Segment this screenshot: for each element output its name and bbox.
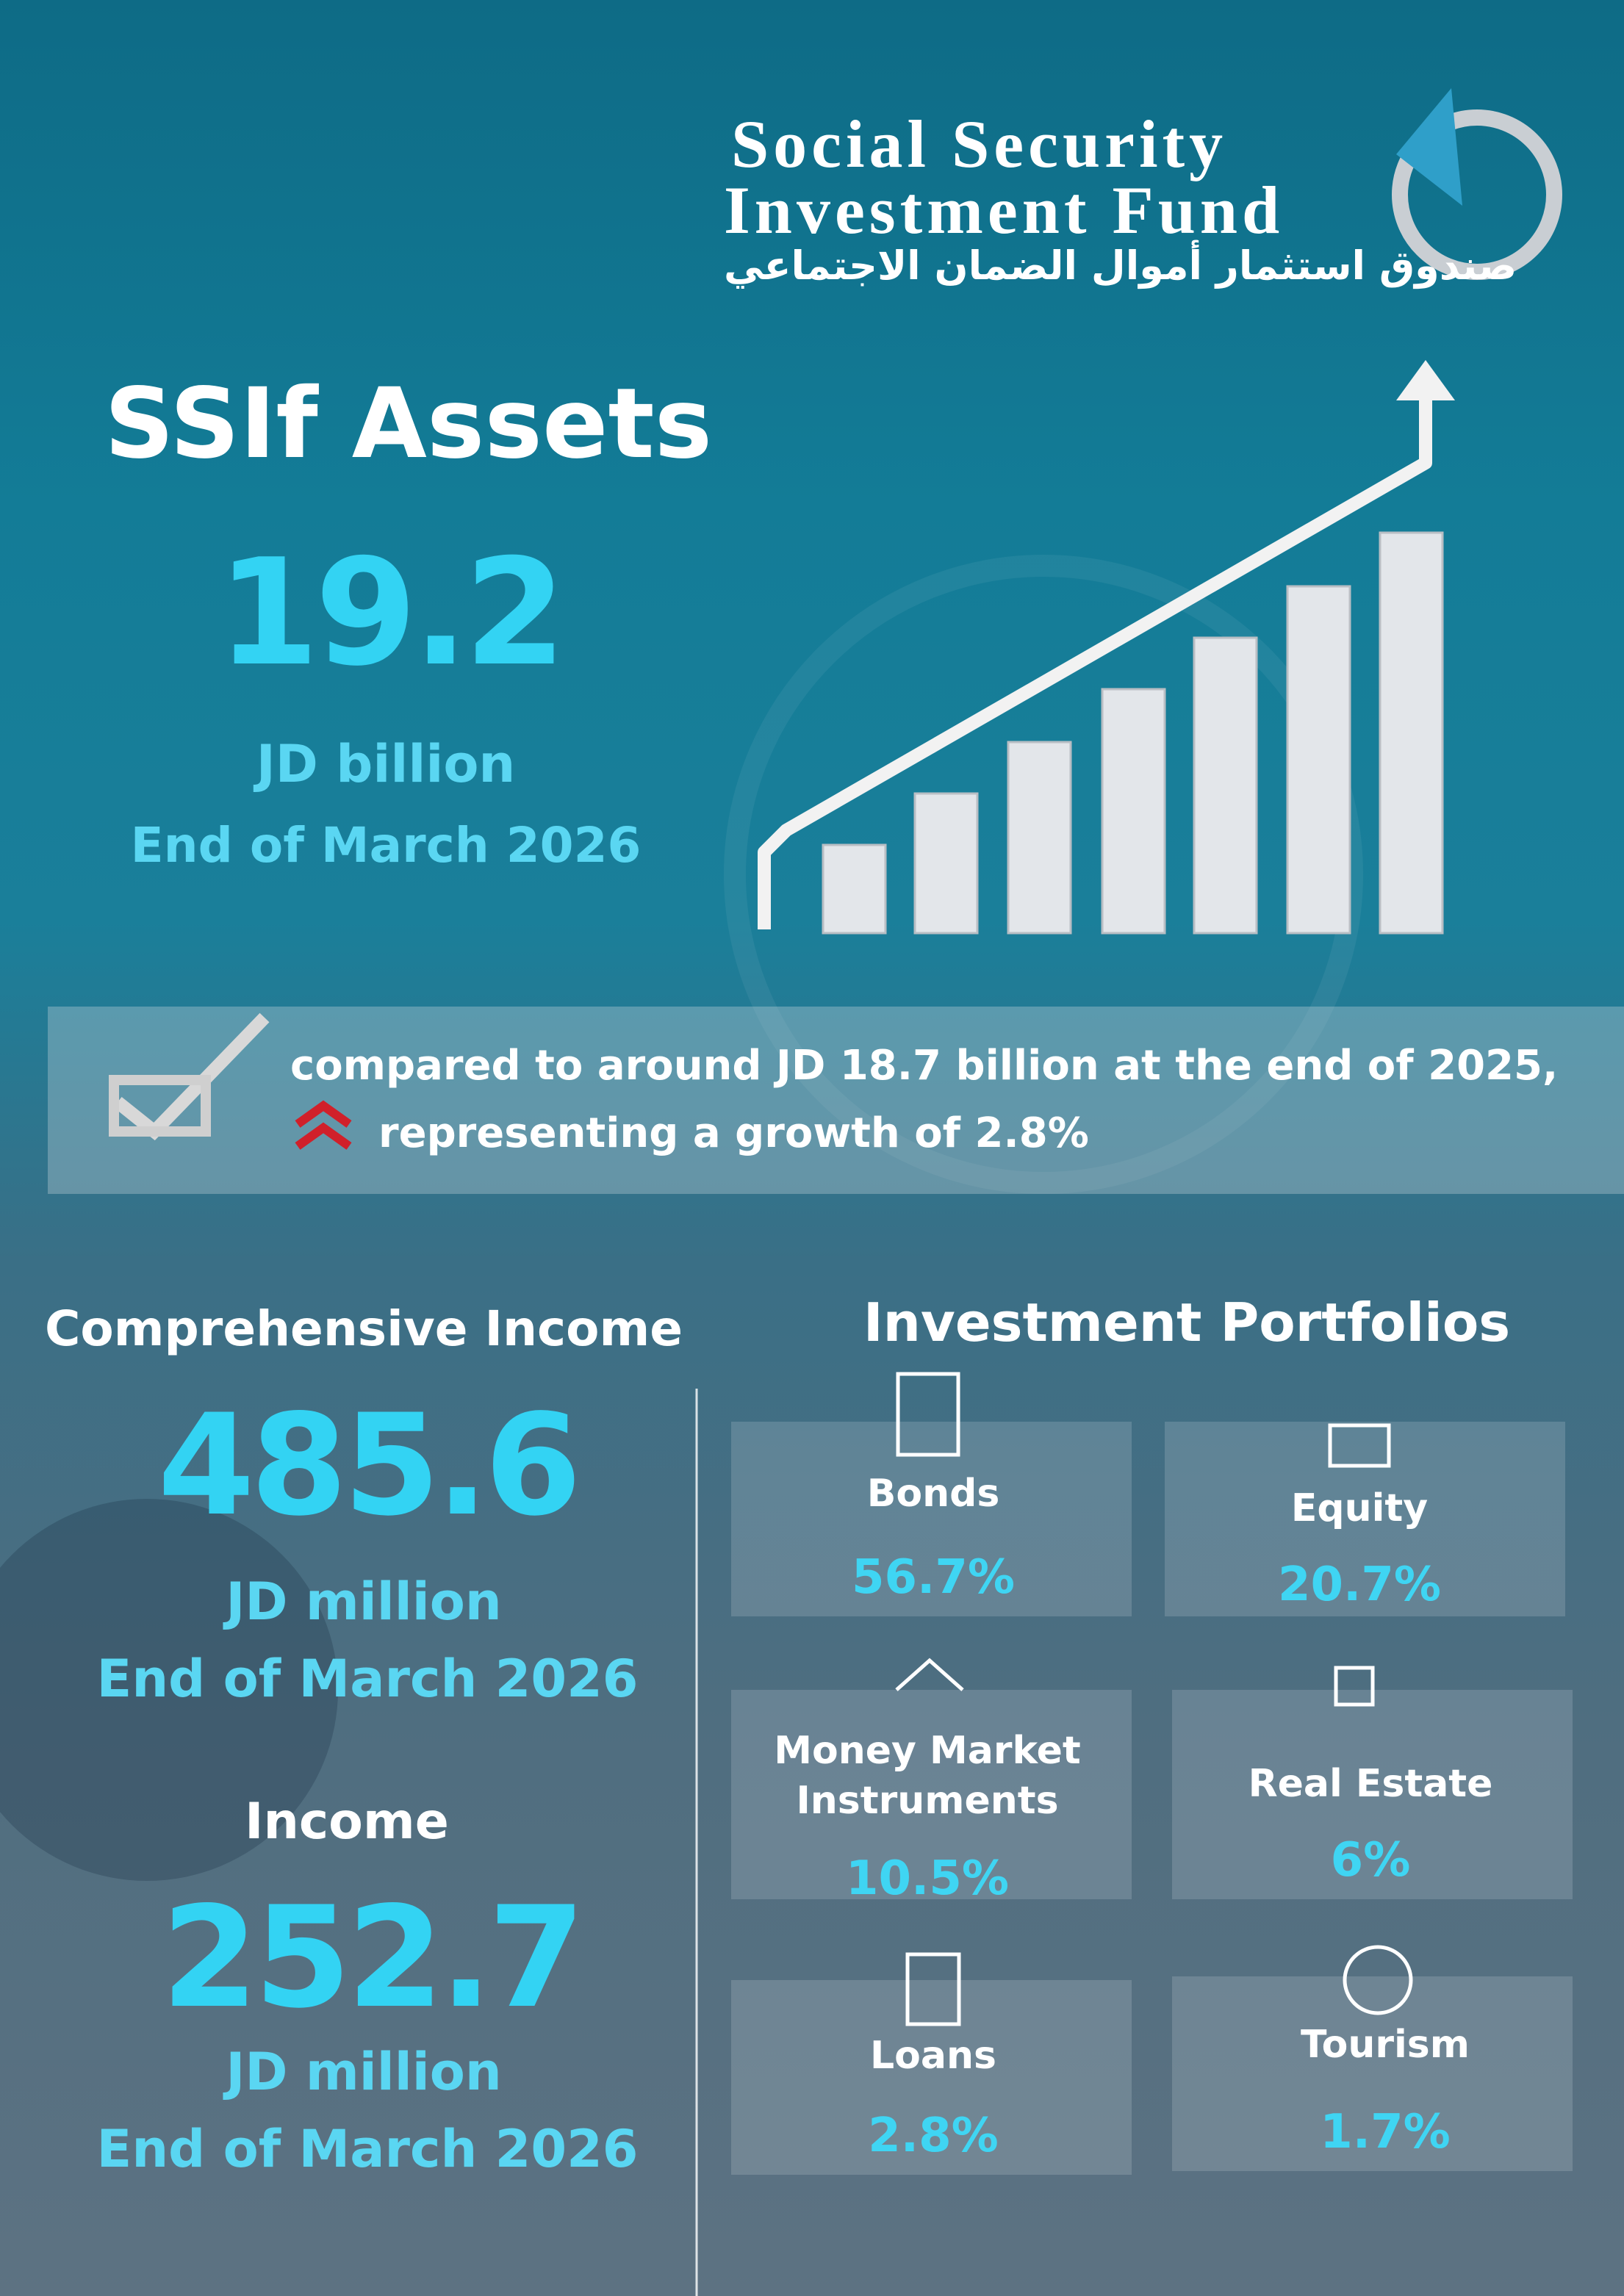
income-title: Income (245, 1793, 449, 1851)
logo-title: Social Security (731, 107, 1228, 181)
income-unit: JD million (226, 2042, 502, 2102)
income-value: 252.7 (161, 1876, 586, 2039)
portfolio-value: 2.8% (868, 2109, 999, 2163)
portfolio-label: Bonds (866, 1472, 1000, 1516)
comprehensive-income-period: End of March 2026 (96, 1649, 639, 1709)
portfolio-value: 6% (1330, 1833, 1411, 1887)
portfolio-label: Money Market Instruments (774, 1729, 1081, 1823)
portfolio-label: Tourism (1301, 2023, 1470, 2067)
portfolio-value: 20.7% (1277, 1558, 1442, 1612)
portfolio-label: Equity (1290, 1486, 1429, 1530)
income-period: End of March 2026 (96, 2119, 639, 2179)
assets-title: SSIf Assets (104, 367, 713, 481)
assets-period: End of March 2026 (130, 817, 642, 874)
portfolios-title: Investment Portfolios (863, 1292, 1511, 1353)
logo-title: Investment Fund (724, 173, 1285, 248)
portfolio-label: Loans (870, 2034, 996, 2078)
portfolio-value: 1.7% (1320, 2105, 1451, 2159)
comprehensive-income-title: Comprehensive Income (44, 1300, 683, 1357)
assets-value: 19.2 (217, 528, 566, 699)
portfolio-value: 10.5% (845, 1851, 1010, 1906)
comprehensive-income-value: 485.6 (157, 1384, 582, 1547)
growth-text: representing a growth of 2.8% (378, 1109, 1089, 1157)
portfolio-label: Real Estate (1248, 1762, 1493, 1806)
comparison-text: compared to around JD 18.7 billion at th… (290, 1042, 1559, 1090)
logo-arabic: صندوق استثمار أموال الضمان الاجتماعي (724, 242, 1517, 289)
portfolio-value: 56.7% (851, 1550, 1016, 1605)
comprehensive-income-unit: JD million (226, 1572, 502, 1632)
assets-unit: JD billion (256, 734, 516, 794)
